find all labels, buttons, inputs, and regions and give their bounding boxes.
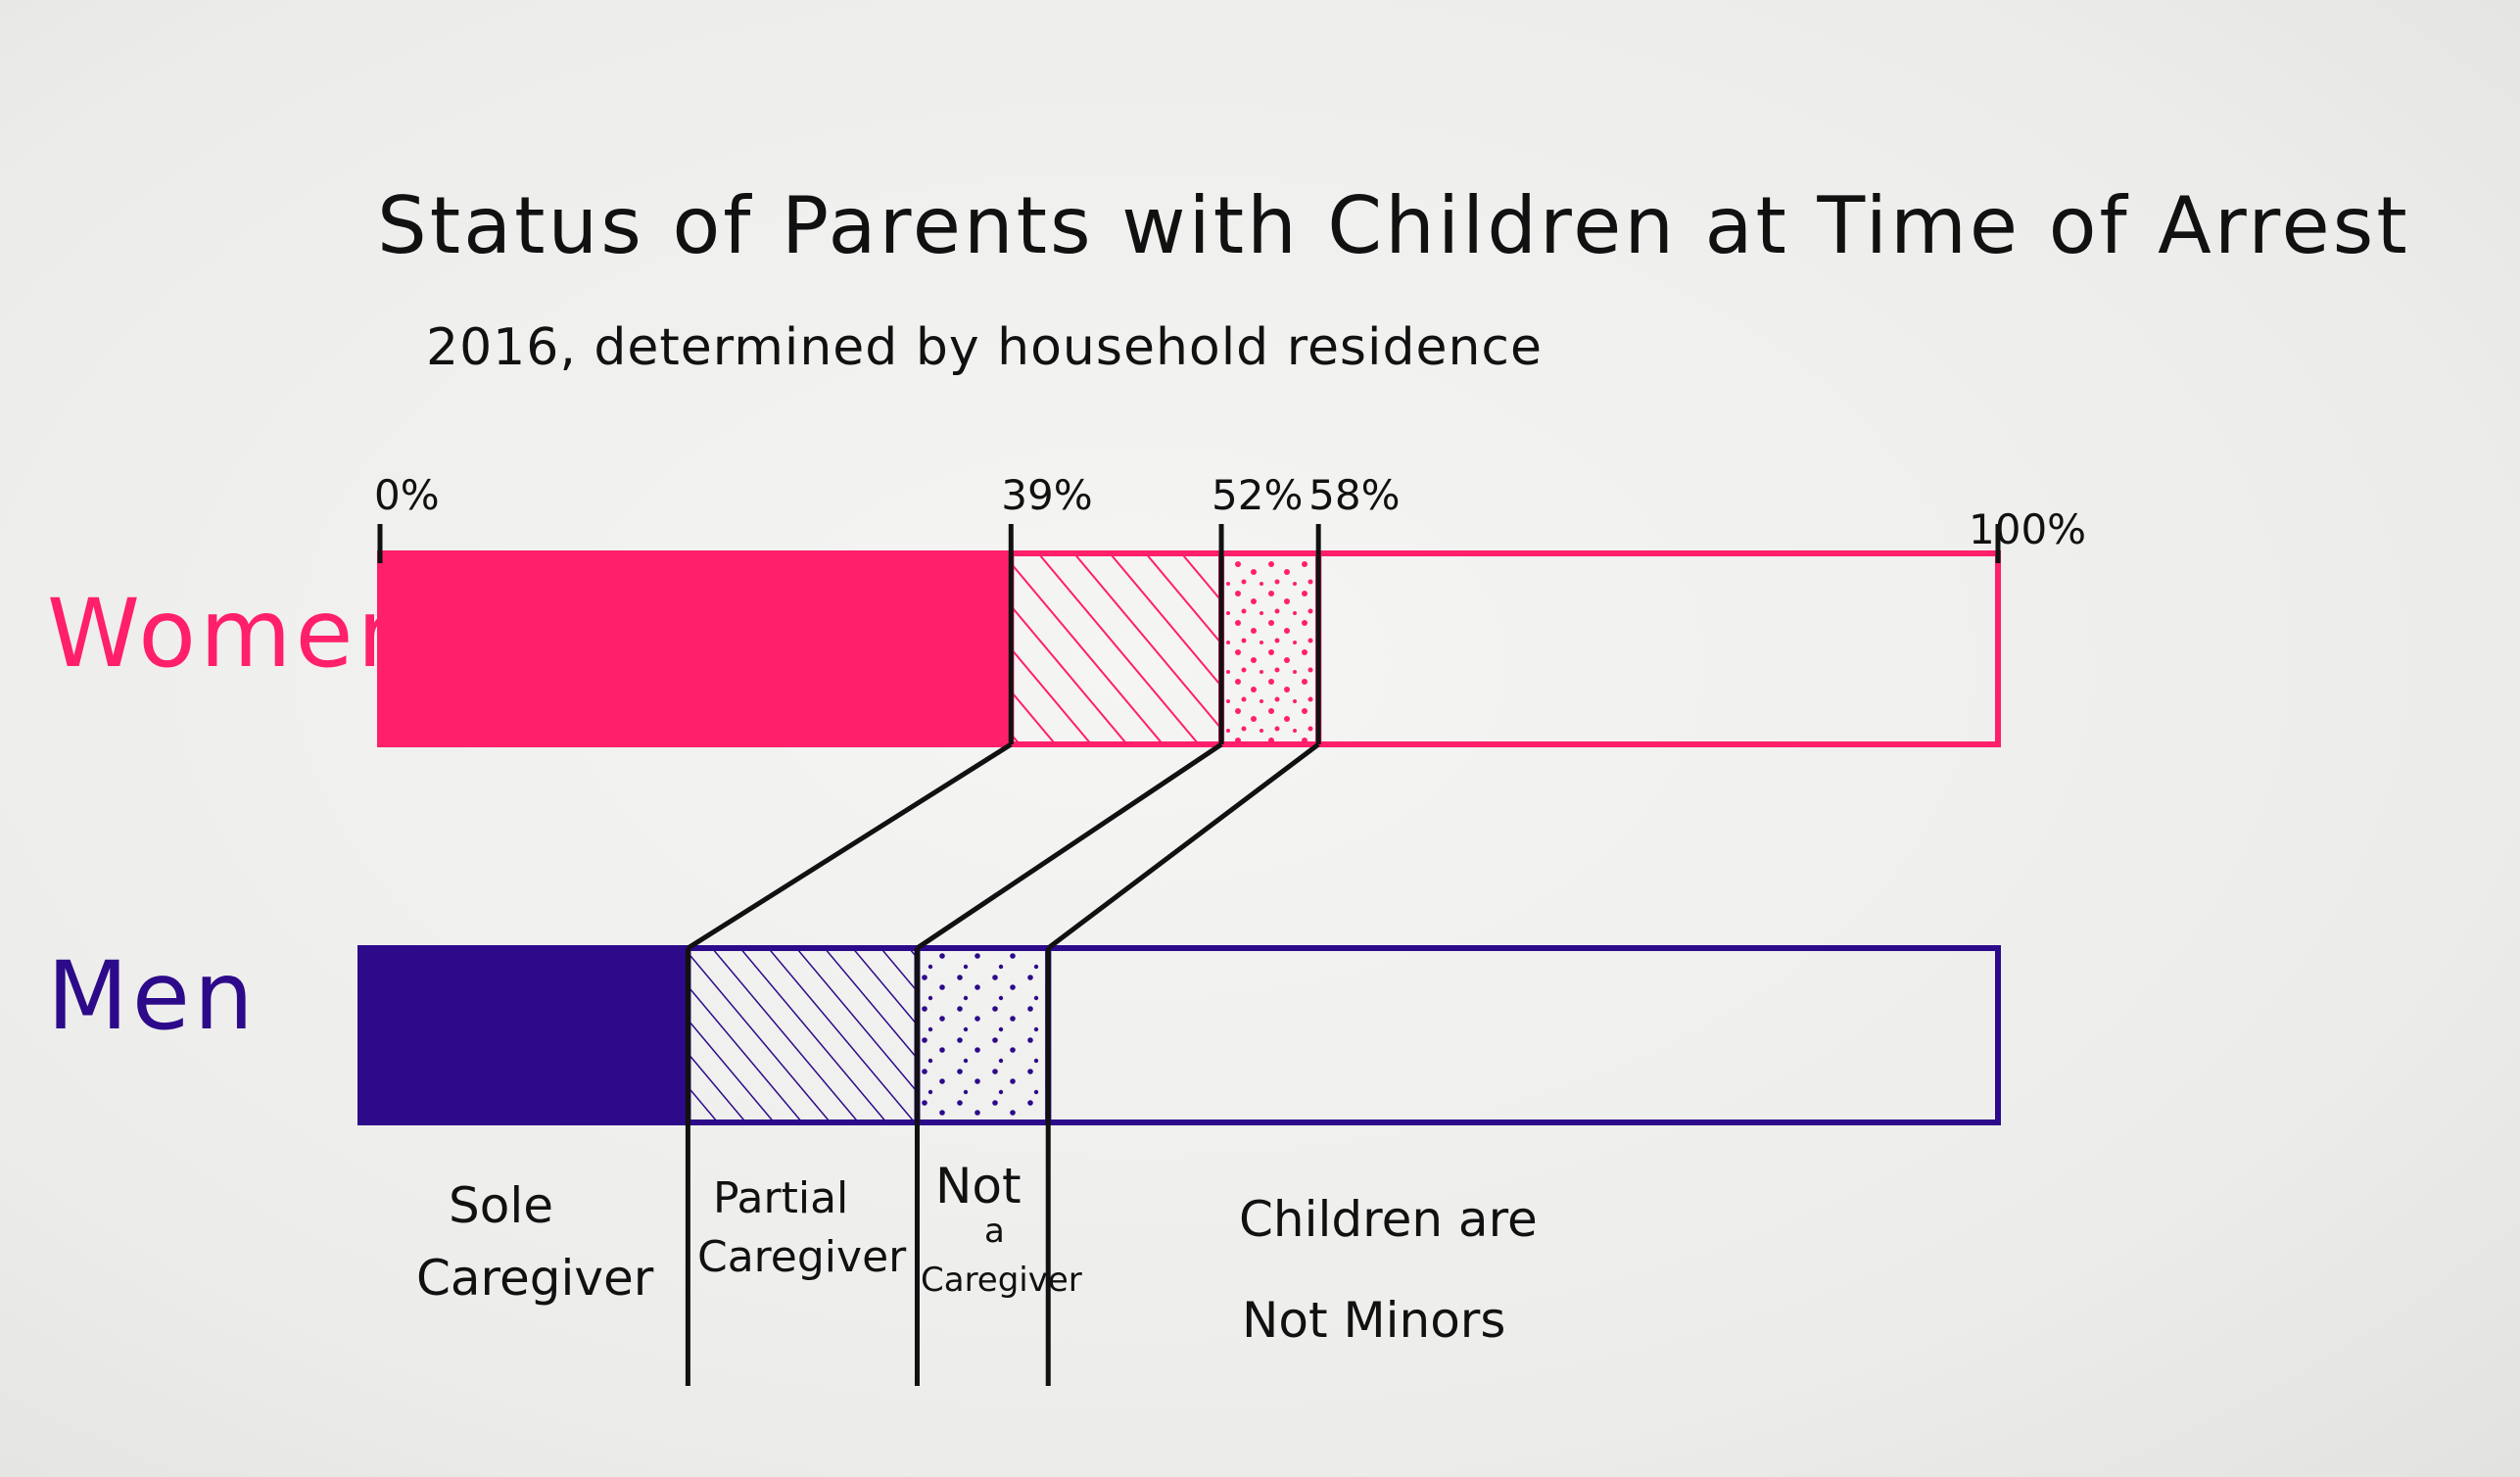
label-dividers [685, 1122, 1051, 1386]
bar-men-partial-caregiver [685, 945, 921, 1125]
connector-58-to-42 [1046, 742, 1320, 950]
chart-title: Status of Parents with Children at Time … [377, 180, 2410, 271]
bar-men-children-are-not-minors [1045, 945, 2001, 1125]
bars-group [357, 524, 2002, 1125]
chart-subtitle: 2016, determined by household residence [426, 318, 1543, 377]
row-label-men: Men [47, 941, 258, 1051]
category-label-partial-line2: Caregiver [697, 1232, 907, 1282]
category-label-notminors-line2: Not Minors [1242, 1292, 1505, 1349]
category-label-sole-line2: Caregiver [416, 1250, 654, 1307]
tick-label-58: 58% [1308, 471, 1400, 519]
tick-labels: 0% 39% 52% 58% 100% [374, 471, 2086, 553]
category-label-not-line2: a [984, 1212, 1005, 1251]
category-label-partial-line1: Partial [713, 1173, 848, 1223]
bar-men-not-a-caregiver [914, 945, 1052, 1125]
category-label-sole-line1: Sole [449, 1177, 553, 1234]
tick-label-100: 100% [1969, 505, 2086, 553]
bar-women-partial-caregiver [1008, 550, 1225, 747]
connector-lines [687, 741, 1320, 951]
bar-men-sole-caregiver [357, 945, 691, 1125]
tick-label-39: 39% [1001, 471, 1092, 519]
bar-women-sole-caregiver [377, 550, 1015, 747]
category-label-not-line3: Caregiver [921, 1261, 1082, 1300]
category-labels: Sole Caregiver Partial Caregiver Not a C… [416, 1158, 1538, 1349]
row-label-women: Women [47, 579, 420, 689]
connector-39-to-20 [687, 741, 1013, 951]
bar-women-children-are-not-minors [1315, 550, 2002, 747]
bar-women-not-a-caregiver [1218, 550, 1322, 747]
tick-label-0: 0% [374, 471, 440, 519]
tick-label-52: 52% [1212, 471, 1303, 519]
connector-52-to-34 [916, 741, 1223, 951]
category-label-not-line1: Not [935, 1158, 1022, 1215]
category-label-notminors-line1: Children are [1239, 1191, 1538, 1248]
